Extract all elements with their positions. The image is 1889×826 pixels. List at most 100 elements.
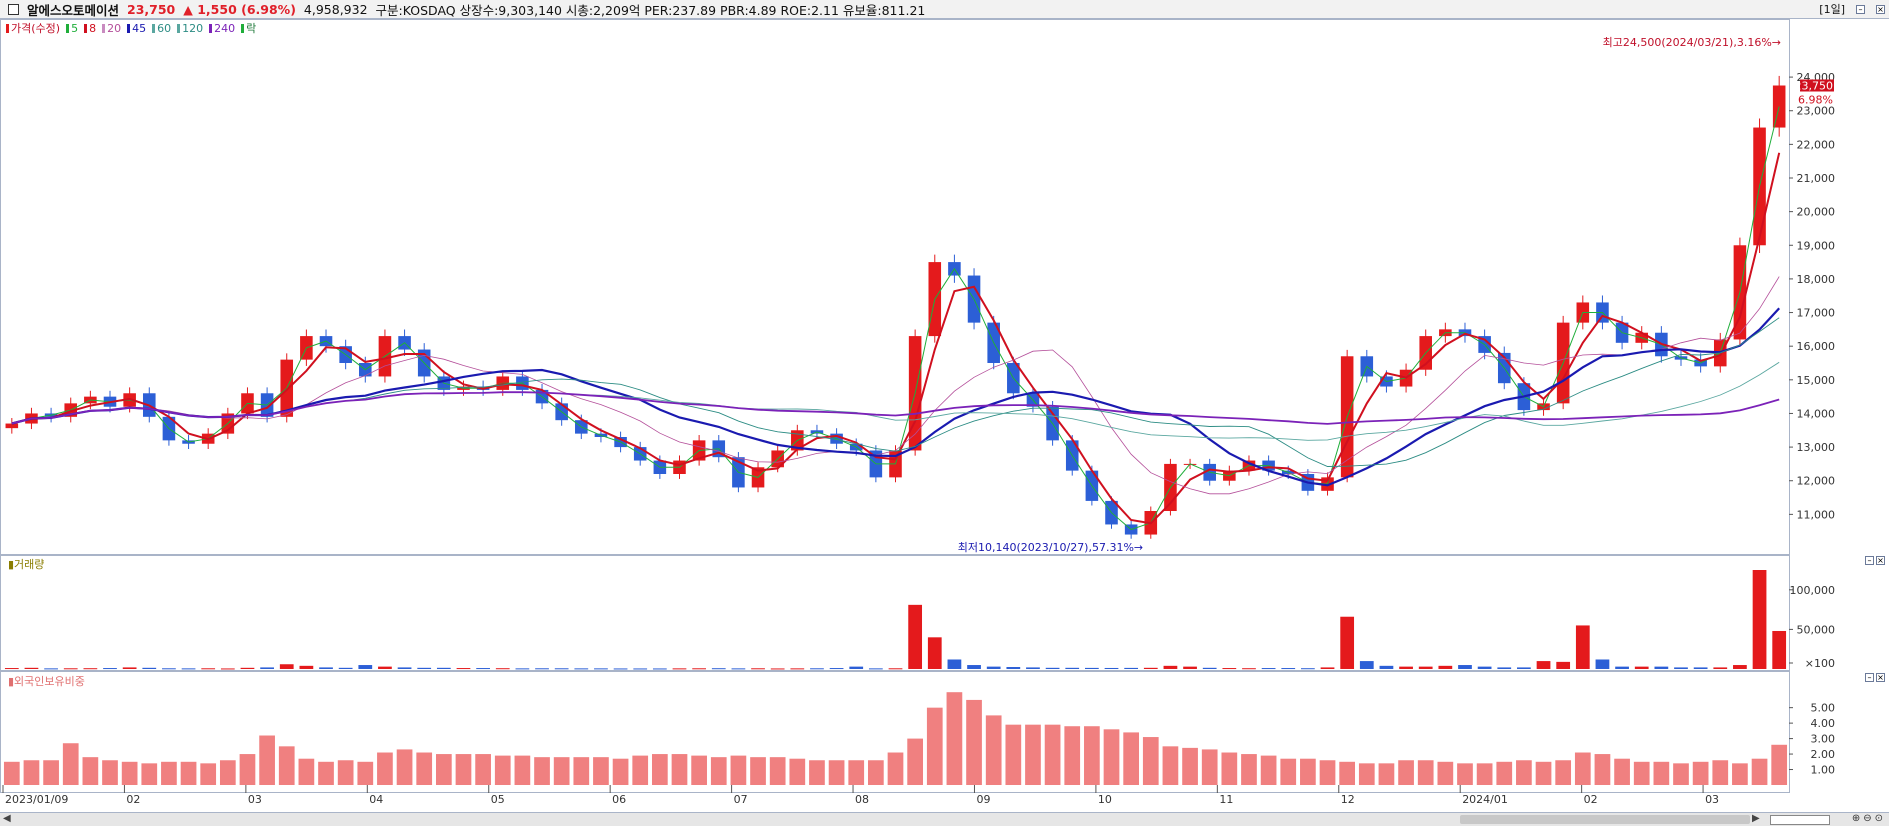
volume-bar [83,668,98,670]
moving-average-line [11,391,1780,425]
foreign-bar [23,760,40,785]
time-tick-label: 10 [1098,793,1112,806]
time-tick-label: 06 [612,793,626,806]
volume-bar [515,668,530,670]
time-tick-label: 02 [126,793,140,806]
foreign-bar [593,757,609,785]
volume-bar [1163,665,1178,669]
volume-bar [1556,661,1571,669]
close-icon[interactable]: × [1876,673,1885,682]
volume-bar [692,668,706,670]
legend-item-ma240: 240 [209,20,235,36]
current-pct-label: 6.98% [1798,94,1833,107]
foreign-bar [553,757,570,785]
foreign-bar [1555,760,1572,785]
foreign-bar [259,735,275,785]
volume-bar [1595,659,1610,669]
foreign-bar [3,761,20,785]
scroll-left-icon[interactable]: ◀ [3,813,11,824]
foreign-bar [121,761,138,785]
volume-bar [397,667,412,669]
volume-bar [1340,616,1355,669]
time-tick-label: 08 [855,793,869,806]
time-tick-label: 04 [369,793,383,806]
zoom-slider[interactable] [1770,815,1830,825]
volume-bar [1438,665,1453,669]
volume-tick-label: 50,000 [1797,623,1836,636]
volume-bar [967,665,981,669]
volume-bar [319,667,333,669]
foreign-bar [1103,729,1120,785]
price-legend: 가격(수정) 5 8 20 45 60 120 240 락 [6,20,256,36]
scroll-right-icon[interactable]: ▶ [1752,813,1760,824]
price-pane[interactable]: 최고24,500(2024/03/21),3.16%→ 최저10,140(2023… [5,36,1786,554]
close-icon[interactable]: × [1876,4,1885,14]
volume-bar [476,668,490,670]
foreign-bar [494,755,511,785]
volume-bar [1006,667,1021,669]
volume-bar [1281,668,1296,670]
volume-bar [1222,668,1237,670]
volume-bar [456,668,471,670]
moving-average-line [11,152,1781,525]
scroll-thumb[interactable] [1460,815,1750,824]
moving-average-line [11,361,1780,441]
legend-swatch [84,23,88,33]
foreign-bar [1064,726,1081,785]
checkbox-icon[interactable] [8,3,19,15]
price-change: ▲ 1,550 (6.98%) [183,1,296,17]
volume-bar [652,668,667,670]
volume-bar [338,667,353,669]
legend-item-price: 가격(수정) [6,20,60,36]
moving-average-line [11,317,1780,467]
foreign-bar [1692,761,1709,785]
close-icon[interactable]: × [1876,556,1885,565]
minimize-icon[interactable]: – [1865,556,1874,565]
foreign-bar [1221,752,1238,785]
foreign-label: ▮외국인보유비중 [8,675,85,688]
volume-bar [1497,667,1512,669]
zoom-in-icon[interactable]: ⊕ [1851,813,1861,824]
volume-bar [1733,665,1747,669]
foreign-bar [828,760,845,785]
foreign-bar [1732,763,1748,785]
volume-bar [1045,667,1060,669]
volume-bar [436,667,451,669]
zoom-out-icon[interactable]: ⊖ [1863,813,1872,824]
foreign-bar [1398,760,1414,785]
period-selector[interactable]: [1일] [1819,3,1845,16]
minimize-icon[interactable]: – [1856,4,1865,14]
volume-bar [986,666,1001,669]
foreign-bar [769,757,786,785]
volume-bar [1143,667,1158,669]
foreign-ownership-pane[interactable]: ▮외국인보유비중 [3,675,1788,785]
price-tick-label: 22,000 [1797,138,1836,151]
zoom-reset-icon[interactable]: ⊙ [1874,813,1883,824]
window-controls: [1일] – × [1811,1,1885,17]
stock-price: 23,750 [127,1,176,17]
price-tick-label: 21,000 [1797,172,1836,185]
volume-bar [4,668,19,670]
minimize-icon[interactable]: – [1865,673,1874,682]
foreign-bar [1417,760,1434,785]
legend-item-ma120: 120 [177,20,203,36]
foreign-bar [396,749,413,785]
volume-bar [1693,667,1708,669]
legend-item-ma45: 45 [127,20,146,36]
volume-bar [1772,630,1787,669]
foreign-bar [1535,761,1552,785]
volume-bar [711,668,726,670]
foreign-tick-label: 4.00 [1811,717,1836,730]
volume-pane[interactable]: ▮거래량 [4,558,1787,670]
foreign-bar [1378,763,1395,785]
foreign-bar [632,755,649,785]
foreign-bar [691,755,707,785]
volume-bar [672,668,687,670]
foreign-bar [1084,726,1100,785]
volume-bar [790,668,805,670]
volume-bar [378,666,392,669]
foreign-bar [710,757,727,785]
legend-swatch [152,23,156,33]
chart-scrollbar[interactable]: ◀ ▶ ⊕ ⊖ ⊙ [0,812,1889,826]
